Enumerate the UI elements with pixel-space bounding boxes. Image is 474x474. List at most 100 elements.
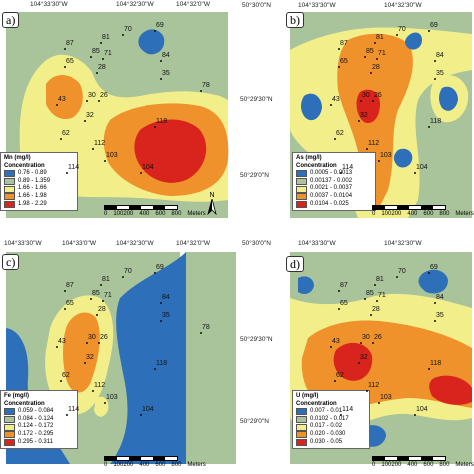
site-marker (104, 402, 106, 404)
site-label: 81 (376, 34, 384, 41)
site-label: 118 (156, 118, 168, 125)
top-coord-3: 104°32'30"W (384, 2, 422, 9)
site-label: 112 (368, 140, 380, 147)
panel-c: 104°33'30"W 104°33'0"W 104°32'30"W 104°3… (0, 238, 236, 474)
legend-swatch (296, 416, 307, 424)
site-label: 62 (336, 372, 344, 379)
legend-item: 0.059 - 0.084 (4, 408, 74, 416)
legend-label: 0.084 - 0.124 (18, 415, 54, 422)
site-marker (396, 34, 398, 36)
site-label: 28 (372, 64, 380, 71)
legend-label: 1.98 - 2.29 (18, 200, 47, 207)
scale-tick: 400 (407, 462, 418, 468)
site-marker (154, 30, 156, 32)
site-marker (338, 48, 340, 50)
scale-tick: 100200 (381, 211, 402, 217)
site-marker (64, 48, 66, 50)
site-marker (98, 100, 100, 102)
scale-tick: 800 (171, 211, 182, 217)
site-marker (84, 362, 86, 364)
scale-bar: 0 100200 400 600 800 Meters (104, 205, 212, 217)
site-marker (434, 320, 436, 322)
site-marker (378, 402, 380, 404)
legend-swatch (4, 416, 15, 424)
site-label: 103 (106, 394, 118, 401)
legend-label: 1.66 - 1.66 (18, 185, 47, 192)
legend-subtitle: Concentration (4, 400, 45, 407)
legend-item: 0.017 - 0.02 (296, 423, 366, 431)
legend-item: 1.98 - 2.29 (4, 201, 74, 209)
legend-swatch (4, 423, 15, 431)
site-marker (374, 42, 376, 44)
site-marker (334, 138, 336, 140)
legend-item: 0.0102 - 0.017 (296, 416, 366, 424)
scale-bar: 0 100200 400 600 800 Meters (104, 456, 212, 468)
site-label: 71 (378, 50, 386, 57)
site-marker (56, 104, 58, 106)
concentration-map-c (6, 252, 236, 464)
panel-b: 50°30'0"N 104°33'30"W 104°32'30"W 50°29'… (238, 0, 474, 236)
site-label: 65 (340, 58, 348, 65)
site-marker (64, 308, 66, 310)
legend: Fe (mg/l) Concentration 0.059 - 0.084 0.… (0, 390, 78, 450)
site-label: 87 (340, 40, 348, 47)
site-marker (154, 368, 156, 370)
legend-label: 0.007 - 0.01 (310, 408, 343, 415)
site-marker (360, 100, 362, 102)
site-label: 104 (416, 164, 428, 171)
site-label: 70 (124, 268, 132, 275)
site-label: 87 (340, 282, 348, 289)
legend-item: 1.66 - 1.66 (4, 185, 74, 193)
legend: As (mg/l) Concentration 0.0005 - 0.0013 … (292, 152, 376, 212)
map-zone (337, 33, 413, 210)
site-marker (154, 272, 156, 274)
site-marker (92, 148, 94, 150)
left-coord-1: 50°29'30"N (240, 336, 273, 343)
site-marker (434, 302, 436, 304)
legend-item: 0.007 - 0.01 (296, 408, 366, 416)
scale-ticks: 0 100200 400 600 800 Meters (104, 462, 212, 468)
scale-bar: 0 100200 400 600 800 Meters (372, 205, 474, 217)
legend-swatch (4, 408, 15, 416)
site-marker (428, 30, 430, 32)
site-label: 69 (430, 22, 438, 29)
site-marker (102, 58, 104, 60)
site-marker (376, 58, 378, 60)
site-marker (56, 346, 58, 348)
scale-tick: 400 (139, 211, 150, 217)
scale-tick: 0 (104, 211, 108, 217)
top-coord-3: 104°32'30"W (384, 240, 422, 247)
top-coord-2: 104°33'0"W (62, 240, 96, 247)
legend: Mn (mg/l) Concentration 0.76 - 0.89 0.89… (0, 152, 78, 212)
site-label: 65 (340, 300, 348, 307)
panel-label: d) (286, 256, 304, 272)
site-label: 81 (102, 276, 110, 283)
legend-swatch (296, 423, 307, 431)
legend-label: 0.76 - 0.89 (18, 170, 47, 177)
panel-label: a) (2, 12, 20, 28)
legend-label: 1.66 - 1.98 (18, 192, 47, 199)
legend: U (mg/l) Concentration 0.007 - 0.01 0.01… (292, 390, 370, 450)
site-label: 71 (378, 292, 386, 299)
site-label: 32 (86, 354, 94, 361)
scale-graphic (372, 456, 446, 461)
site-marker (154, 126, 156, 128)
site-marker (66, 172, 68, 174)
site-marker (358, 362, 360, 364)
site-marker (160, 60, 162, 62)
site-marker (140, 172, 142, 174)
legend-swatch (296, 178, 307, 186)
site-marker (90, 56, 92, 58)
site-marker (360, 342, 362, 344)
legend-label: 0.0021 - 0.0037 (310, 185, 353, 192)
legend-item: 0.172 - 0.295 (4, 431, 74, 439)
site-marker (358, 120, 360, 122)
site-label: 26 (374, 334, 382, 341)
site-label: 81 (102, 34, 110, 41)
site-label: 71 (104, 292, 112, 299)
site-label: 30 (362, 334, 370, 341)
site-marker (338, 308, 340, 310)
scale-unit: Meters (455, 462, 474, 468)
map-zone (110, 252, 186, 464)
map-zone (439, 86, 458, 111)
